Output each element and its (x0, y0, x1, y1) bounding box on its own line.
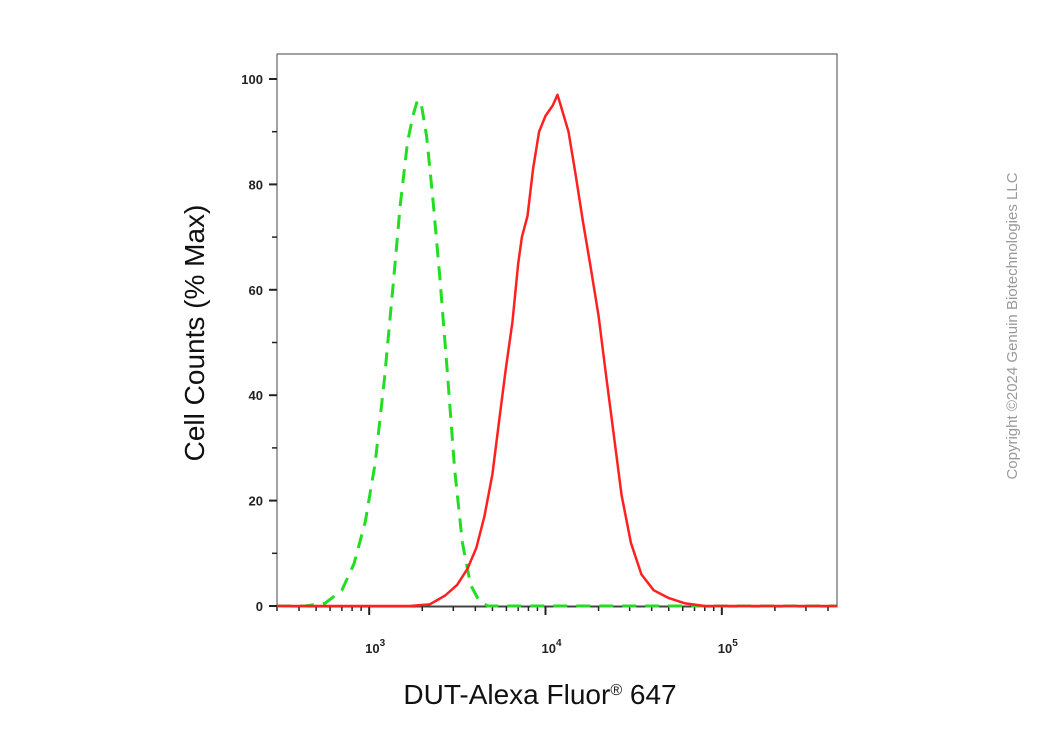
y-tick-label: 20 (249, 494, 263, 509)
series-layer (277, 93, 837, 608)
y-tick-label: 0 (256, 599, 263, 614)
x-axis-title-suffix: 647 (622, 679, 677, 710)
registered-mark: ® (610, 682, 622, 699)
y-tick-label: 40 (249, 388, 263, 403)
x-tick-exponent: 4 (556, 638, 562, 649)
copyright-text: Copyright ©2024 Genuin Biotechnologies L… (1004, 172, 1021, 479)
x-tick-base: 10 (718, 641, 732, 656)
plot-frame (276, 53, 838, 608)
y-tick-label: 100 (241, 72, 263, 87)
x-tick-exponent: 3 (380, 638, 386, 649)
x-tick-label: 104 (541, 638, 561, 656)
isotype-control-histogram (277, 98, 837, 608)
x-axis: 103 104 105 (277, 605, 837, 656)
x-axis-title: DUT-Alexa Fluor® 647 (403, 679, 676, 710)
x-tick-label: 105 (718, 638, 738, 656)
x-tick-exponent: 5 (732, 638, 738, 649)
y-axis: 0 20 40 60 80 100 (241, 72, 277, 614)
y-tick-label: 60 (249, 283, 263, 298)
x-tick-label: 103 (365, 638, 385, 656)
x-tick-base: 10 (365, 641, 379, 656)
y-tick-label: 80 (249, 177, 263, 192)
y-axis-title: Cell Counts (% Max) (179, 205, 210, 462)
dut-stained-histogram (277, 93, 837, 608)
x-axis-title-main: DUT-Alexa Fluor (403, 679, 610, 710)
x-tick-base: 10 (541, 641, 555, 656)
